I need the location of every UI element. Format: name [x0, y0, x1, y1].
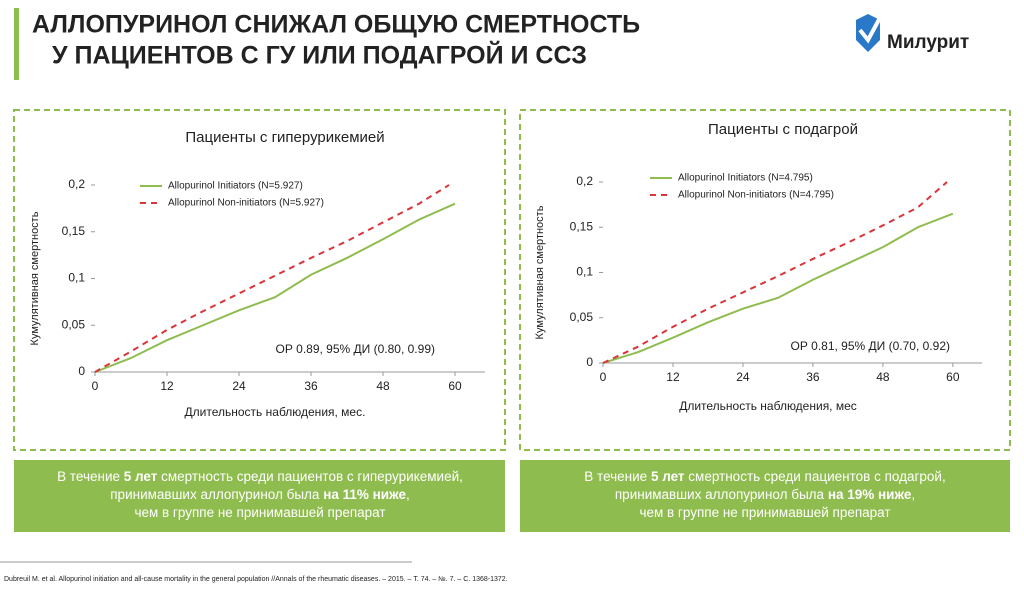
summary-line: принимавших аллопуринол была на 11% ниже… [110, 487, 410, 502]
title-bar [14, 8, 19, 80]
x-tick-label: 48 [376, 379, 390, 393]
y-tick-label: 0,1 [576, 265, 593, 279]
series-line [602, 212, 954, 364]
series-line [94, 202, 456, 373]
slide-title: АЛЛОПУРИНОЛ СНИЖАЛ ОБЩУЮ СМЕРТНОСТЬ [32, 11, 640, 39]
chart-title: Пациенты с подагрой [708, 121, 858, 138]
summary-line: В течение 5 лет смертность среди пациент… [584, 469, 945, 484]
summary-box [14, 460, 505, 532]
summary-text: на 11% ниже [323, 487, 406, 502]
series-line [602, 181, 948, 364]
panel [13, 109, 506, 451]
x-tick-label: 24 [736, 370, 750, 384]
y-axis-label: Кумулятивная смертность [534, 205, 546, 339]
x-axis-label: Длительность наблюдения, мес [679, 399, 857, 413]
summary-line: принимавших аллопуринол была на 19% ниже… [615, 487, 915, 502]
legend-label: Allopurinol Non-initiators (N=4.795) [678, 190, 834, 201]
x-tick-label: 36 [304, 379, 318, 393]
summary-text: чем в группе не принимавшей препарат [639, 505, 890, 520]
y-axis-label: Кумулятивная смертность [29, 211, 41, 345]
footnote: Dubreuil M. et al. Allopurinol initiatio… [4, 576, 508, 583]
summary-text: смертность среди пациентов с подагрой, [685, 469, 946, 484]
summary-line: чем в группе не принимавшей препарат [134, 505, 385, 520]
x-tick-label: 60 [448, 379, 462, 393]
summary-text: принимавших аллопуринол была [110, 487, 323, 502]
summary-text: на 19% ниже [828, 487, 912, 502]
logo: Милурит [856, 13, 969, 53]
annotation: ОР 0.89, 95% ДИ (0.80, 0.99) [275, 342, 435, 356]
chart-title: Пациенты с гиперурикемией [185, 129, 384, 146]
x-tick-label: 36 [806, 370, 820, 384]
summary-line: В течение 5 лет смертность среди пациент… [57, 469, 463, 484]
summary-text: , [911, 487, 915, 502]
legend-label: Allopurinol Non-initiators (N=5.927) [168, 198, 324, 209]
summary-text: смертность среди пациентов с гиперурикем… [157, 469, 463, 484]
summary-text: В течение [584, 469, 651, 484]
x-tick-label: 12 [160, 379, 174, 393]
y-tick-label: 0,1 [68, 271, 85, 285]
x-tick-label: 12 [666, 370, 680, 384]
panel [519, 109, 1011, 451]
y-tick-label: 0,15 [570, 219, 594, 233]
summary-text: , [406, 487, 410, 502]
y-tick-label: 0,2 [576, 174, 593, 188]
x-tick-label: 24 [232, 379, 246, 393]
x-tick-label: 48 [876, 370, 890, 384]
x-tick-label: 0 [600, 370, 607, 384]
summary-text: чем в группе не принимавшей препарат [134, 505, 385, 520]
y-tick-label: 0,2 [68, 177, 85, 191]
series-line [94, 184, 450, 373]
x-axis-label: Длительность наблюдения, мес. [185, 405, 366, 419]
summary-text: В течение [57, 469, 124, 484]
legend-label: Allopurinol Initiators (N=4.795) [678, 173, 813, 184]
y-tick-label: 0 [78, 364, 85, 378]
y-tick-label: 0 [586, 355, 593, 369]
legend-label: Allopurinol Initiators (N=5.927) [168, 181, 303, 192]
x-tick-label: 0 [92, 379, 99, 393]
annotation: ОР 0.81, 95% ДИ (0.70, 0.92) [790, 339, 950, 353]
summary-text: 5 лет [651, 469, 685, 484]
summary-text: 5 лет [124, 469, 158, 484]
summary-box [520, 460, 1010, 532]
summary-text: принимавших аллопуринол была [615, 487, 828, 502]
logo-text: Милурит [887, 32, 969, 53]
y-tick-label: 0,05 [62, 317, 86, 331]
x-tick-label: 60 [946, 370, 960, 384]
y-tick-label: 0,15 [62, 224, 86, 238]
y-tick-label: 0,05 [570, 310, 594, 324]
slide-title: У ПАЦИЕНТОВ С ГУ ИЛИ ПОДАГРОЙ И ССЗ [52, 40, 587, 70]
summary-line: чем в группе не принимавшей препарат [639, 505, 890, 520]
